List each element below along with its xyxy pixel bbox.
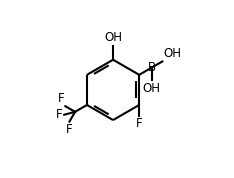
Text: F: F [66, 123, 73, 136]
Text: F: F [136, 117, 143, 130]
Text: OH: OH [104, 31, 122, 44]
Text: OH: OH [143, 82, 161, 95]
Text: F: F [56, 108, 63, 121]
Text: B: B [148, 61, 156, 74]
Text: F: F [58, 92, 64, 105]
Text: OH: OH [163, 47, 181, 60]
